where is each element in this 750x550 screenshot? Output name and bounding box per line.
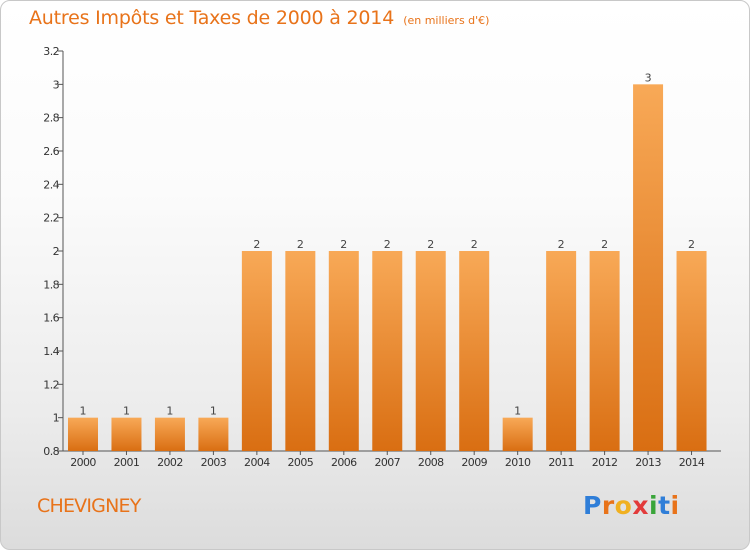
bar-2001 xyxy=(111,417,142,451)
city-name: CHEVIGNEY xyxy=(37,495,141,517)
bar-2012 xyxy=(589,251,620,451)
x-tick-label: 2008 xyxy=(418,456,444,469)
x-tick-label: 2002 xyxy=(157,456,183,469)
x-tick-label: 2011 xyxy=(548,456,574,469)
y-tick-label: 2.6 xyxy=(43,145,59,158)
x-tick-label: 2010 xyxy=(505,456,531,469)
data-label-2014: 2 xyxy=(688,238,695,251)
chart-title-block: Autres Impôts et Taxes de 2000 à 2014 (e… xyxy=(29,7,489,29)
x-tick-label: 2005 xyxy=(288,456,314,469)
logo-letter: o xyxy=(614,491,633,520)
data-label-2010: 1 xyxy=(514,405,521,418)
bar-2007 xyxy=(372,251,403,451)
data-label-2012: 2 xyxy=(601,238,608,251)
y-tick-label: 3 xyxy=(53,78,60,91)
bar-value-labels: 1 1 1 1 2 2 2 2 2 2 1 2 2 3 2 xyxy=(80,71,696,417)
y-tick-label: 1.2 xyxy=(43,378,59,391)
x-tick-label: 2009 xyxy=(461,456,487,469)
y-axis: 0.8 1 1.2 1.4 1.6 1.8 2 2.2 2.4 2.6 2.8 3 3.2 xyxy=(43,45,64,458)
proxiti-logo[interactable]: Proxiti xyxy=(583,491,680,520)
y-tick-label: 1.6 xyxy=(43,312,59,325)
logo-letter: i xyxy=(649,491,659,520)
logo-letter: i xyxy=(670,491,680,520)
x-tick-label: 2012 xyxy=(592,456,618,469)
bar-2000 xyxy=(68,417,98,451)
data-label-2003: 1 xyxy=(210,405,217,418)
x-tick-label: 2001 xyxy=(114,456,140,469)
bar-2014 xyxy=(676,251,707,451)
y-tick-label: 1.8 xyxy=(43,278,59,291)
x-tick-label: 2006 xyxy=(331,456,357,469)
y-tick-label: 1 xyxy=(53,412,59,425)
y-tick-label: 3.2 xyxy=(43,45,59,58)
logo-letter: t xyxy=(658,491,671,520)
chart-title: Autres Impôts et Taxes de 2000 à 2014 xyxy=(29,7,395,29)
bar-2013 xyxy=(633,84,664,451)
data-label-2002: 1 xyxy=(166,405,173,418)
bar-2011 xyxy=(546,251,577,451)
chart-subtitle: (en milliers d'€) xyxy=(403,14,490,27)
logo-letter: x xyxy=(632,491,649,520)
data-label-2004: 2 xyxy=(253,238,260,251)
data-label-2005: 2 xyxy=(297,238,304,251)
logo-letter: P xyxy=(583,491,602,520)
bars xyxy=(68,84,707,451)
x-tick-label: 2003 xyxy=(201,456,227,469)
bar-2010 xyxy=(502,417,533,451)
data-label-2008: 2 xyxy=(427,238,434,251)
data-label-2006: 2 xyxy=(340,238,347,251)
data-label-2000: 1 xyxy=(80,405,87,418)
x-tick-label: 2004 xyxy=(244,456,270,469)
bar-2003 xyxy=(198,417,229,451)
data-label-2007: 2 xyxy=(384,238,391,251)
y-tick-label: 2.2 xyxy=(43,212,59,225)
y-tick-label: 2.8 xyxy=(43,112,59,125)
x-tick-label: 2014 xyxy=(679,456,705,469)
x-tick-label: 2013 xyxy=(635,456,661,469)
y-tick-label: 2 xyxy=(53,245,59,258)
data-label-2009: 2 xyxy=(471,238,478,251)
data-label-2011: 2 xyxy=(558,238,565,251)
bar-2006 xyxy=(328,251,359,451)
bar-2005 xyxy=(285,251,316,451)
data-label-2001: 1 xyxy=(123,405,130,418)
logo-letter: r xyxy=(601,491,615,520)
bar-2008 xyxy=(415,251,446,451)
y-tick-label: 1.4 xyxy=(43,345,59,358)
y-tick-label: 2.4 xyxy=(43,178,59,191)
data-label-2013: 3 xyxy=(645,71,652,84)
x-tick-label: 2007 xyxy=(374,456,400,469)
bar-2002 xyxy=(154,417,185,451)
x-tick-label: 2000 xyxy=(70,456,96,469)
x-axis: 2000 2001 2002 2003 2004 2005 2006 2007 2008 2009… xyxy=(63,450,721,469)
bar-2009 xyxy=(459,251,490,451)
y-tick-label: 0.8 xyxy=(43,445,59,458)
bar-2004 xyxy=(241,251,272,451)
